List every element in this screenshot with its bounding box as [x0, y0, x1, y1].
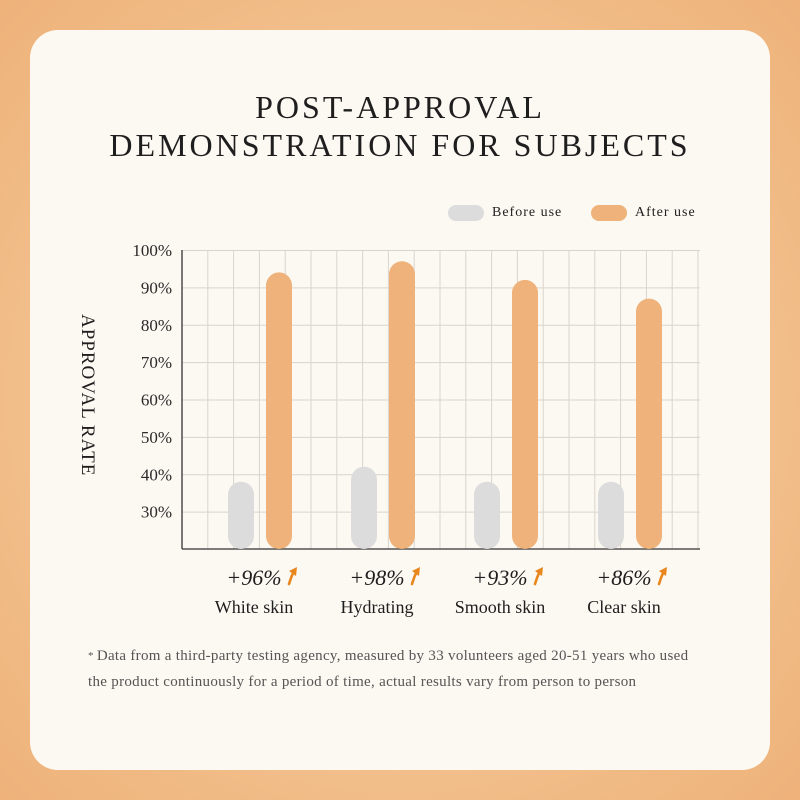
x-category-label: Clear skin — [587, 597, 661, 617]
y-tick-label: 100% — [132, 241, 172, 260]
up-arrow-head-icon — [659, 567, 667, 576]
y-tick-label: 90% — [141, 278, 172, 297]
y-tick-label: 80% — [141, 316, 172, 335]
change-label: +93% — [472, 565, 527, 590]
legend-swatch-after — [591, 205, 627, 221]
y-tick-label: 60% — [141, 391, 172, 410]
y-axis-label: APPROVAL RATE — [77, 313, 98, 477]
legend-item-after: After use — [591, 205, 696, 221]
footnote-text: Data from a third-party testing agency, … — [88, 648, 689, 690]
bar-after — [266, 272, 292, 549]
x-category-label: White skin — [215, 597, 294, 617]
legend-label-before: Before use — [492, 205, 563, 220]
x-category-label: Hydrating — [341, 597, 414, 617]
bar-after — [389, 261, 415, 549]
up-arrow-head-icon — [535, 567, 543, 576]
bar-before — [474, 481, 500, 549]
change-label: +86% — [596, 565, 651, 590]
x-category-label: Smooth skin — [455, 597, 546, 617]
up-arrow-head-icon — [289, 567, 297, 576]
y-tick-label: 50% — [141, 428, 172, 447]
legend-swatch-before — [448, 205, 484, 221]
bar-before — [228, 481, 254, 549]
change-label: +96% — [226, 565, 281, 590]
up-arrow-head-icon — [412, 567, 420, 576]
y-tick-label: 70% — [141, 353, 172, 372]
bar-after — [512, 279, 538, 549]
footnote-mark: * — [88, 650, 94, 662]
bar-before — [351, 466, 377, 549]
bar-before — [598, 481, 624, 549]
legend: Before use After use — [448, 205, 748, 225]
title-line-2: DEMONSTRATION FOR SUBJECTS — [109, 127, 691, 163]
y-tick-label: 30% — [141, 503, 172, 522]
legend-item-before: Before use — [448, 205, 562, 221]
title-line-1: POST-APPROVAL — [255, 89, 545, 125]
footnote: * Data from a third-party testing agency,… — [88, 643, 708, 695]
change-label: +98% — [349, 565, 404, 590]
legend-label-after: After use — [635, 205, 696, 220]
y-tick-label: 40% — [141, 465, 172, 484]
chart-title: POST-APPROVAL DEMONSTRATION FOR SUBJECTS — [0, 88, 800, 164]
bar-after — [636, 298, 662, 549]
